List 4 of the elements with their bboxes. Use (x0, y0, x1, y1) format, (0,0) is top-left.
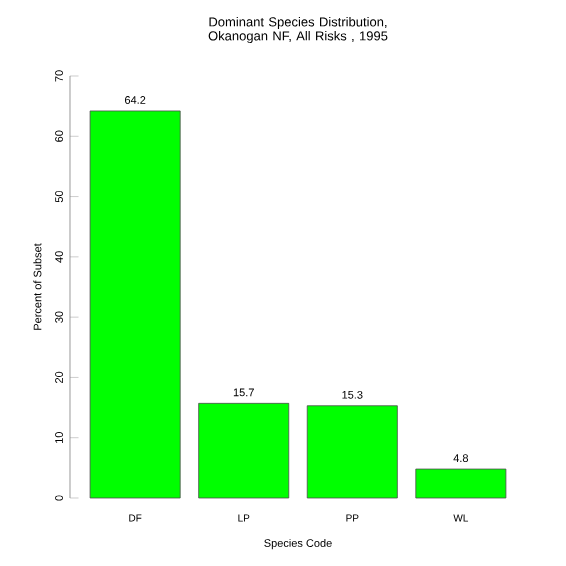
bar (89, 110, 181, 499)
bar (198, 402, 290, 499)
bar (415, 468, 507, 499)
bar (306, 405, 398, 499)
